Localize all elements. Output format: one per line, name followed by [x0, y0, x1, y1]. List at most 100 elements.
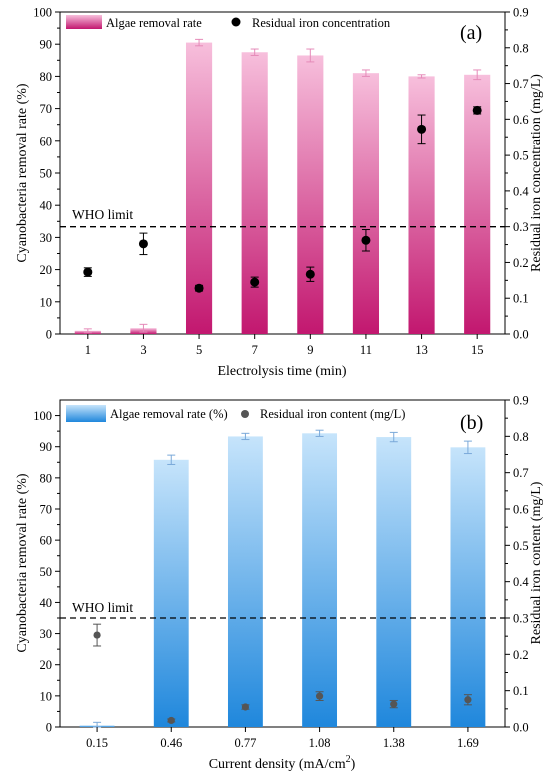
- data-point: [241, 703, 250, 711]
- x-tick-label: 0.46: [160, 736, 182, 750]
- y-tick-label: 50: [40, 565, 53, 579]
- x-axis-title: Current density (mA/cm2): [209, 754, 356, 772]
- bar: [227, 436, 263, 727]
- y2-tick-label: 0.6: [513, 113, 529, 127]
- data-point: [390, 700, 398, 708]
- x-tick-label: 1: [85, 343, 91, 357]
- y2-tick-label: 0.7: [513, 466, 529, 480]
- y2-tick-label: 0.4: [513, 184, 529, 198]
- legend-marker-point: [241, 410, 249, 418]
- y-tick-label: 10: [40, 295, 53, 309]
- y2-tick-label: 0.1: [513, 684, 529, 698]
- y2-tick-label: 0.4: [513, 575, 529, 589]
- x-axis-title: Electrolysis time (min): [217, 364, 346, 379]
- bar: [450, 447, 486, 727]
- y2-tick-label: 0.9: [513, 6, 529, 20]
- x-tick-label: 1.69: [457, 736, 479, 750]
- bar: [241, 52, 268, 334]
- y2-tick-label: 0.2: [513, 256, 529, 270]
- data-point: [417, 124, 427, 134]
- x-tick-label: 3: [140, 343, 146, 357]
- x-tick-label: 11: [360, 343, 372, 357]
- x-tick-label: 5: [196, 343, 202, 357]
- y-tick-label: 40: [40, 596, 53, 610]
- bar: [464, 74, 491, 334]
- chart-panel-b: 0.15 0.46 0.77 1.08 1.38 1.69 0 10 20 30 40 50 60 70…: [15, 394, 544, 773]
- legend-marker-point: [231, 17, 241, 27]
- y-tick-label: 20: [40, 658, 53, 672]
- y-tick-label: 100: [33, 409, 52, 423]
- y2-ticks-layer: 0.0 0.1 0.2 0.3 0.4 0.5 0.6 0.7 0.8 0.9: [505, 6, 529, 342]
- x-axis-title-sup: 2: [346, 754, 351, 765]
- x-tick-label: 7: [252, 343, 258, 357]
- y-tick-label: 100: [33, 6, 52, 20]
- data-point: [83, 267, 93, 277]
- x-tick-label: 0.77: [234, 736, 256, 750]
- legend: Algae removal rate Residual iron concent…: [66, 15, 391, 30]
- bars-layer: [74, 42, 491, 335]
- legend-label-point: Residual iron concentration: [252, 16, 391, 30]
- x-ticks-layer: 0.15 0.46 0.77 1.08 1.38 1.69: [86, 727, 479, 750]
- legend: Algae removal rate (%) Residual iron con…: [66, 405, 405, 422]
- legend-label-point: Residual iron content (mg/L): [260, 407, 405, 421]
- data-point: [167, 716, 175, 725]
- y-ticks-layer: 0 10 20 30 40 50 60 70 80 90 100: [33, 6, 60, 342]
- who-limit-label: WHO limit: [72, 600, 133, 615]
- panel-label: (a): [460, 22, 482, 44]
- y-ticks-layer: 0 10 20 30 40 50 60 70 80 90 100: [33, 409, 60, 735]
- points-layer: [83, 105, 482, 293]
- y-tick-label: 10: [40, 689, 53, 703]
- data-point: [472, 105, 482, 115]
- y2-axis-title: Residual iron concentration (mg/L): [529, 74, 544, 272]
- y-tick-label: 50: [40, 167, 53, 181]
- y2-tick-label: 0.3: [513, 612, 529, 626]
- legend-swatch-bar: [66, 15, 102, 29]
- y-tick-label: 0: [46, 721, 52, 735]
- data-point: [194, 283, 204, 293]
- y2-tick-label: 0.9: [513, 394, 529, 408]
- data-point: [138, 239, 148, 249]
- x-tick-label: 13: [415, 343, 428, 357]
- y-tick-label: 70: [40, 102, 53, 116]
- y2-tick-label: 0.6: [513, 503, 529, 517]
- legend-label-bar: Algae removal rate: [106, 16, 202, 30]
- legend-swatch-bar: [66, 405, 106, 422]
- x-tick-label: 1.38: [383, 736, 405, 750]
- x-tick-label: 0.15: [86, 736, 108, 750]
- error-bars-layer: [83, 38, 482, 334]
- x-tick-label: 1.08: [309, 736, 331, 750]
- y-tick-label: 20: [40, 263, 53, 277]
- bar: [297, 55, 324, 334]
- y-axis-title: Cyanobacteria removal rate (%): [15, 83, 30, 263]
- y-tick-label: 90: [40, 38, 53, 52]
- y-tick-label: 80: [40, 471, 53, 485]
- bar: [376, 437, 412, 727]
- y-tick-label: 60: [40, 534, 53, 548]
- y2-tick-label: 0.3: [513, 220, 529, 234]
- y-tick-label: 30: [40, 231, 53, 245]
- y2-tick-label: 0.0: [513, 721, 529, 735]
- y-tick-label: 60: [40, 134, 53, 148]
- y-tick-label: 40: [40, 199, 53, 213]
- bar: [302, 433, 338, 727]
- bar: [352, 73, 380, 335]
- plot-frame: [59, 11, 506, 335]
- y-tick-label: 80: [40, 70, 53, 84]
- y2-tick-label: 0.2: [513, 648, 529, 662]
- y-tick-label: 70: [40, 503, 53, 517]
- data-point: [361, 235, 371, 245]
- x-axis-title-main: Current density (mA/cm: [209, 757, 346, 772]
- y-tick-label: 30: [40, 627, 53, 641]
- data-point: [305, 269, 315, 279]
- x-tick-label: 9: [307, 343, 313, 357]
- y2-tick-label: 0.0: [513, 328, 529, 342]
- x-axis-title-end: ): [351, 757, 356, 772]
- y-tick-label: 90: [40, 440, 53, 454]
- y-tick-label: 0: [46, 328, 52, 342]
- data-point: [315, 692, 324, 700]
- y2-tick-label: 0.5: [513, 149, 529, 163]
- y2-tick-label: 0.1: [513, 292, 529, 306]
- points-layer: [93, 623, 472, 725]
